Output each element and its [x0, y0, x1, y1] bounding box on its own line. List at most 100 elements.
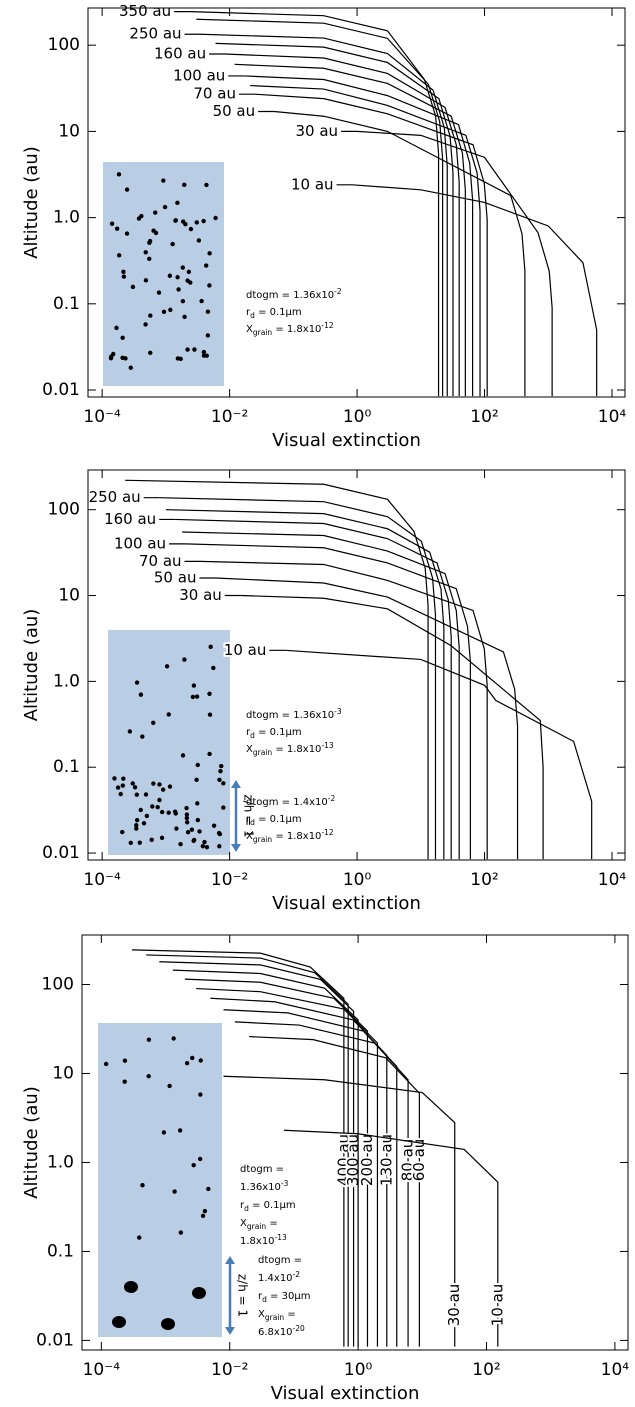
arrow-head	[225, 1327, 235, 1335]
curve	[190, 11, 440, 397]
curve	[125, 479, 429, 860]
grain	[202, 839, 207, 845]
grain	[121, 776, 126, 781]
x-axis-title: Visual extinction	[271, 1383, 420, 1403]
annotation-part: dtogm = 1.36x10	[246, 710, 334, 721]
y-tick-label: 0.1	[53, 757, 80, 777]
curve-label: 250 au	[89, 488, 141, 506]
annotation-part: dtogm =	[258, 1255, 302, 1266]
grain	[112, 776, 117, 781]
grain	[201, 218, 206, 224]
grain	[186, 269, 192, 275]
grain	[191, 683, 197, 688]
grain	[153, 210, 158, 215]
grain	[205, 309, 211, 314]
annotation-part: r	[246, 307, 251, 318]
grain	[151, 228, 156, 233]
grain	[194, 777, 199, 783]
x-tick-label: 10⁰	[343, 407, 372, 427]
grain	[177, 1128, 183, 1133]
grain	[128, 840, 133, 845]
grain	[140, 734, 145, 739]
large-grain	[124, 1281, 138, 1293]
grain	[156, 290, 162, 295]
x-tick-label: 10⁻⁴	[83, 1360, 121, 1380]
curve	[131, 949, 345, 1347]
grain	[137, 1235, 142, 1240]
grain	[189, 827, 195, 832]
grain	[180, 265, 186, 270]
grain	[207, 251, 212, 256]
x-tick-label: 10²	[472, 1360, 500, 1380]
annotation-part: -3	[334, 707, 342, 716]
grain	[147, 240, 152, 246]
grain	[173, 218, 178, 223]
annotation-part: -12	[321, 828, 333, 837]
curve-label: 250 au	[129, 25, 181, 43]
grain	[116, 253, 122, 258]
annotation: Xgrain =	[240, 1218, 278, 1231]
grain	[134, 792, 139, 797]
curve-label: 30 au	[296, 122, 339, 140]
annotation: rd = 0.1μm	[240, 1200, 296, 1213]
grain	[120, 829, 125, 835]
y-tick-label: 100	[42, 974, 74, 994]
annotation: dtogm =	[258, 1255, 302, 1266]
annotation-part: X	[246, 831, 253, 842]
grain	[120, 355, 125, 361]
grain	[184, 815, 190, 821]
grain	[217, 777, 222, 782]
grain	[148, 350, 153, 356]
annotation-part: d	[250, 818, 255, 827]
grain	[134, 680, 140, 685]
grain	[114, 325, 119, 331]
grain	[116, 172, 122, 177]
grain	[202, 1208, 208, 1214]
y-axis-title: Altitude (au)	[21, 609, 42, 722]
grain	[159, 835, 165, 841]
grain	[182, 182, 187, 187]
curve-label: 70 au	[139, 552, 182, 570]
curve	[165, 509, 445, 860]
grain	[207, 751, 212, 757]
grain	[180, 753, 186, 758]
grain	[188, 280, 193, 285]
curve-label: 10 au	[291, 175, 334, 193]
annotation-part: dtogm = 1.36x10	[246, 290, 334, 301]
grain	[127, 729, 133, 734]
grain	[213, 215, 218, 221]
curve-label: 50 au	[154, 569, 197, 587]
curve	[182, 531, 460, 860]
y-tick-label: 0.01	[42, 843, 80, 863]
annotation: dtogm = 1.36x10-3	[246, 707, 342, 721]
grain	[217, 844, 222, 849]
curve-label: 100 au	[173, 66, 225, 84]
annotation-part: = 0.1μm	[255, 814, 302, 825]
y-tick-label: 10	[58, 121, 80, 141]
annotation-part: grain	[253, 328, 273, 337]
curve-label: 10 au	[488, 1284, 506, 1327]
annotation: Xgrain =	[258, 1309, 296, 1322]
annotation-part: -2	[328, 794, 336, 803]
curve-label: 200 au	[358, 1134, 376, 1186]
y-tick-label: 100	[48, 35, 80, 55]
curve	[146, 954, 349, 1347]
grain	[118, 791, 123, 797]
annotation: dtogm =	[240, 1164, 284, 1175]
grain	[167, 1083, 172, 1089]
grain	[141, 821, 147, 826]
grain	[151, 720, 156, 725]
grain	[134, 823, 139, 828]
grain	[190, 1055, 195, 1061]
grain	[171, 1036, 176, 1041]
x-tick-label: 10⁻⁴	[83, 870, 121, 890]
grain	[201, 349, 207, 355]
curve-label: 350 au	[119, 2, 171, 20]
grain	[166, 810, 171, 815]
curve	[250, 84, 481, 397]
annotation-part: X	[246, 324, 253, 335]
grain	[162, 204, 168, 210]
annotation-part: d	[262, 1295, 267, 1304]
x-tick-label: 10⁰	[343, 870, 372, 890]
